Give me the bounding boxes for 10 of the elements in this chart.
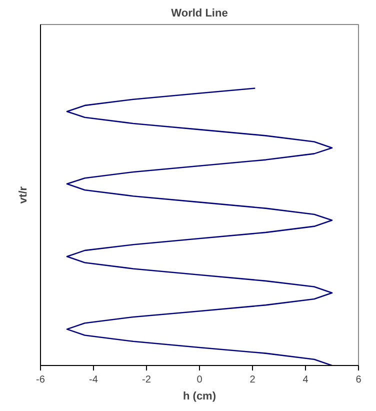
x-tick-label: -2 (142, 374, 152, 386)
x-axis-title: h (cm) (183, 390, 216, 402)
chart-title: World Line (171, 8, 228, 20)
x-tick-label: 2 (250, 374, 256, 386)
x-tick-label: -6 (36, 374, 46, 386)
x-tick-label: 6 (356, 374, 362, 386)
x-tick-label: 4 (302, 374, 309, 386)
y-axis-title: vt/r (18, 186, 30, 204)
x-tick-label: -4 (89, 374, 98, 386)
x-tick-label: 0 (196, 374, 203, 386)
